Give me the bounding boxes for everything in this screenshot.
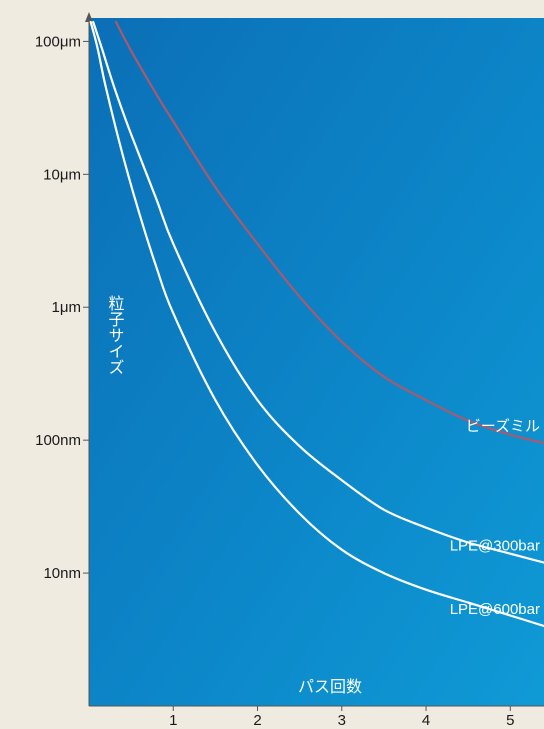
series-lines (89, 20, 544, 628)
series-line-beads-mill (114, 20, 544, 445)
y-tick-label: 100nm (35, 432, 81, 449)
x-ticks: 1 2 3 4 5 (169, 706, 514, 729)
series-line-lpe-300bar (92, 20, 544, 564)
x-axis-title: パス回数 (298, 678, 362, 696)
x-tick-label: 2 (253, 712, 261, 729)
x-tick-label: 3 (338, 712, 346, 729)
y-ticks: 100μm 10μm 1μm 100nm 10nm (35, 33, 89, 582)
plot-area (89, 18, 544, 706)
y-axis-title: 粒子サイズ (106, 295, 125, 375)
series-label: LPE@300bar (450, 538, 540, 555)
series-labels: ビーズミル LPE@300bar LPE@600bar (450, 418, 540, 618)
y-tick-label: 1μm (52, 299, 81, 316)
x-tick-label: 4 (422, 712, 430, 729)
series-label: ビーズミル (466, 418, 540, 435)
series-line-lpe-600bar (89, 20, 544, 628)
x-tick-label: 1 (169, 712, 177, 729)
series-label: LPE@600bar (450, 601, 540, 618)
y-tick-label: 100μm (35, 33, 81, 50)
y-tick-label: 10μm (43, 166, 81, 183)
y-axis-arrow (85, 12, 93, 22)
y-tick-label: 10nm (43, 565, 81, 582)
x-tick-label: 5 (506, 712, 514, 729)
